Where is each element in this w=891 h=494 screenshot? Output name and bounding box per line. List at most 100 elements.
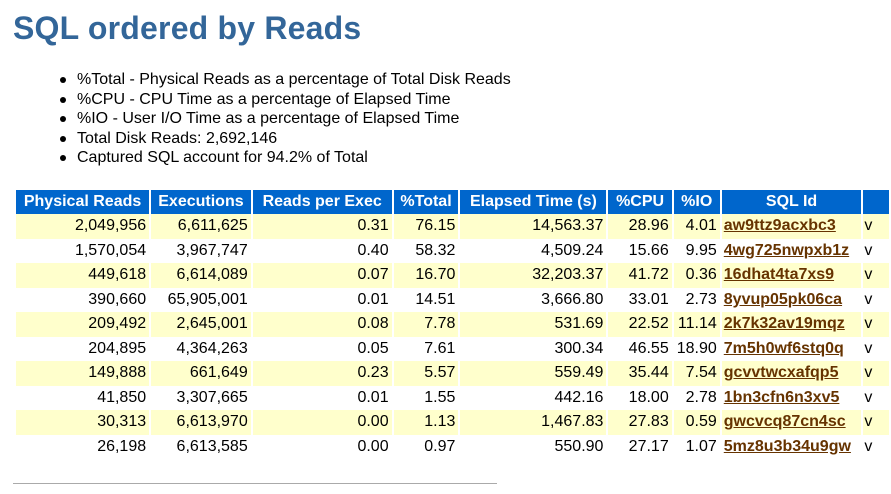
cell-cpu-pct: 46.55 (608, 336, 672, 361)
sql-id-link[interactable]: 16dhat4ta7xs9 (723, 266, 835, 284)
cell-total-pct: 1.13 (393, 410, 459, 435)
cell-truncated: v (863, 361, 889, 386)
cell-total-pct: 5.57 (393, 361, 459, 386)
cell-truncated: v (863, 263, 889, 288)
table-row: 1,570,054 3,967,747 0.40 58.32 4,509.24 15.66… (16, 238, 889, 263)
list-item: Total Disk Reads: 2,692,146 (58, 129, 511, 149)
cell-executions: 6,613,970 (151, 410, 251, 435)
cell-executions: 6,611,625 (151, 214, 251, 239)
cell-reads-per-exec: 0.07 (252, 263, 392, 288)
cell-cpu-pct: 27.17 (608, 434, 672, 459)
cell-total-pct: 0.97 (393, 434, 459, 459)
cell-physical-reads: 2,049,956 (16, 214, 150, 239)
sql-by-reads-table: Physical Reads Executions Reads per Exec… (16, 190, 891, 459)
cell-reads-per-exec: 0.01 (252, 287, 392, 312)
table-row: 204,895 4,364,263 0.05 7.61 300.34 46.55 18.90… (16, 336, 889, 361)
header-cpu-pct: %CPU (608, 190, 672, 214)
sql-id-link[interactable]: gcvvtwcxafqp5 (723, 364, 839, 382)
cell-physical-reads: 204,895 (16, 336, 150, 361)
table-row: 390,660 65,905,001 0.01 14.51 3,666.80 33.01 2… (16, 287, 889, 312)
sql-id-link[interactable]: gwcvcq87cn4sc (723, 413, 846, 431)
cell-cpu-pct: 22.52 (608, 312, 672, 337)
sql-id-link[interactable]: 1bn3cfn6n3xv5 (723, 388, 840, 406)
cell-truncated: v (863, 238, 889, 263)
cell-executions: 65,905,001 (151, 287, 251, 312)
cell-reads-per-exec: 0.01 (252, 385, 392, 410)
cell-total-pct: 58.32 (393, 238, 459, 263)
list-item: %CPU - CPU Time as a percentage of Elaps… (58, 90, 511, 110)
cell-sql-id: 8yvup05pk06ca (721, 287, 862, 312)
cell-elapsed-time: 531.69 (460, 312, 607, 337)
cell-sql-id: 2k7k32av19mqz (721, 312, 862, 337)
cell-io-pct: 0.59 (673, 410, 720, 435)
cell-truncated: v (863, 312, 889, 337)
cell-physical-reads: 1,570,054 (16, 238, 150, 263)
sql-id-link[interactable]: 5mz8u3b34u9gw (723, 437, 851, 455)
cell-sql-id: 5mz8u3b34u9gw (721, 434, 862, 459)
cell-truncated: v (863, 214, 889, 239)
cell-physical-reads: 209,492 (16, 312, 150, 337)
cell-elapsed-time: 550.90 (460, 434, 607, 459)
cell-sql-id: aw9ttz9acxbc3 (721, 214, 862, 239)
cell-executions: 2,645,001 (151, 312, 251, 337)
cell-reads-per-exec: 0.05 (252, 336, 392, 361)
cell-sql-id: gcvvtwcxafqp5 (721, 361, 862, 386)
cell-executions: 4,364,263 (151, 336, 251, 361)
cell-elapsed-time: 559.49 (460, 361, 607, 386)
cell-sql-id: 4wg725nwpxb1z (721, 238, 862, 263)
cell-truncated: v (863, 410, 889, 435)
table-body: 2,049,956 6,611,625 0.31 76.15 14,563.37 28.9… (16, 214, 889, 459)
table-row: 209,492 2,645,001 0.08 7.78 531.69 22.52 11.14… (16, 312, 889, 337)
table-row: 149,888 661,649 0.23 5.57 559.49 35.44 7.54 gcv… (16, 361, 889, 386)
list-item: Captured SQL account for 94.2% of Total (58, 148, 511, 168)
cell-io-pct: 1.07 (673, 434, 720, 459)
header-io-pct: %IO (673, 190, 720, 214)
sql-id-link[interactable]: 8yvup05pk06ca (723, 290, 843, 308)
cell-cpu-pct: 15.66 (608, 238, 672, 263)
cell-io-pct: 9.95 (673, 238, 720, 263)
cell-truncated: v (863, 385, 889, 410)
cell-physical-reads: 390,660 (16, 287, 150, 312)
cell-cpu-pct: 27.83 (608, 410, 672, 435)
cell-truncated: v (863, 336, 889, 361)
cell-executions: 661,649 (151, 361, 251, 386)
cell-io-pct: 4.01 (673, 214, 720, 239)
cell-total-pct: 7.61 (393, 336, 459, 361)
cell-io-pct: 18.90 (673, 336, 720, 361)
cell-total-pct: 1.55 (393, 385, 459, 410)
cell-executions: 6,614,089 (151, 263, 251, 288)
header-executions: Executions (151, 190, 251, 214)
cell-total-pct: 14.51 (393, 287, 459, 312)
cell-physical-reads: 30,313 (16, 410, 150, 435)
cell-io-pct: 2.73 (673, 287, 720, 312)
cell-sql-id: gwcvcq87cn4sc (721, 410, 862, 435)
header-truncated (863, 190, 889, 214)
header-physical-reads: Physical Reads (16, 190, 150, 214)
divider (13, 483, 497, 484)
header-elapsed-time: Elapsed Time (s) (460, 190, 607, 214)
cell-total-pct: 7.78 (393, 312, 459, 337)
cell-elapsed-time: 1,467.83 (460, 410, 607, 435)
cell-physical-reads: 41,850 (16, 385, 150, 410)
table-row: 26,198 6,613,585 0.00 0.97 550.90 27.17 1.07 5m… (16, 434, 889, 459)
sql-table-container: Physical Reads Executions Reads per Exec… (16, 190, 891, 459)
page-title: SQL ordered by Reads (13, 10, 362, 46)
cell-elapsed-time: 14,563.37 (460, 214, 607, 239)
cell-sql-id: 1bn3cfn6n3xv5 (721, 385, 862, 410)
cell-truncated: v (863, 287, 889, 312)
cell-elapsed-time: 4,509.24 (460, 238, 607, 263)
cell-physical-reads: 449,618 (16, 263, 150, 288)
cell-elapsed-time: 442.16 (460, 385, 607, 410)
notes-list: %Total - Physical Reads as a percentage … (58, 70, 511, 168)
cell-executions: 3,967,747 (151, 238, 251, 263)
cell-io-pct: 0.36 (673, 263, 720, 288)
cell-io-pct: 7.54 (673, 361, 720, 386)
sql-id-link[interactable]: aw9ttz9acxbc3 (723, 217, 836, 235)
cell-reads-per-exec: 0.00 (252, 434, 392, 459)
sql-id-link[interactable]: 2k7k32av19mqz (723, 315, 845, 333)
cell-total-pct: 76.15 (393, 214, 459, 239)
cell-cpu-pct: 33.01 (608, 287, 672, 312)
sql-id-link[interactable]: 4wg725nwpxb1z (723, 241, 850, 259)
sql-id-link[interactable]: 7m5h0wf6stq0q (723, 339, 844, 357)
header-sql-id: SQL Id (721, 190, 862, 214)
